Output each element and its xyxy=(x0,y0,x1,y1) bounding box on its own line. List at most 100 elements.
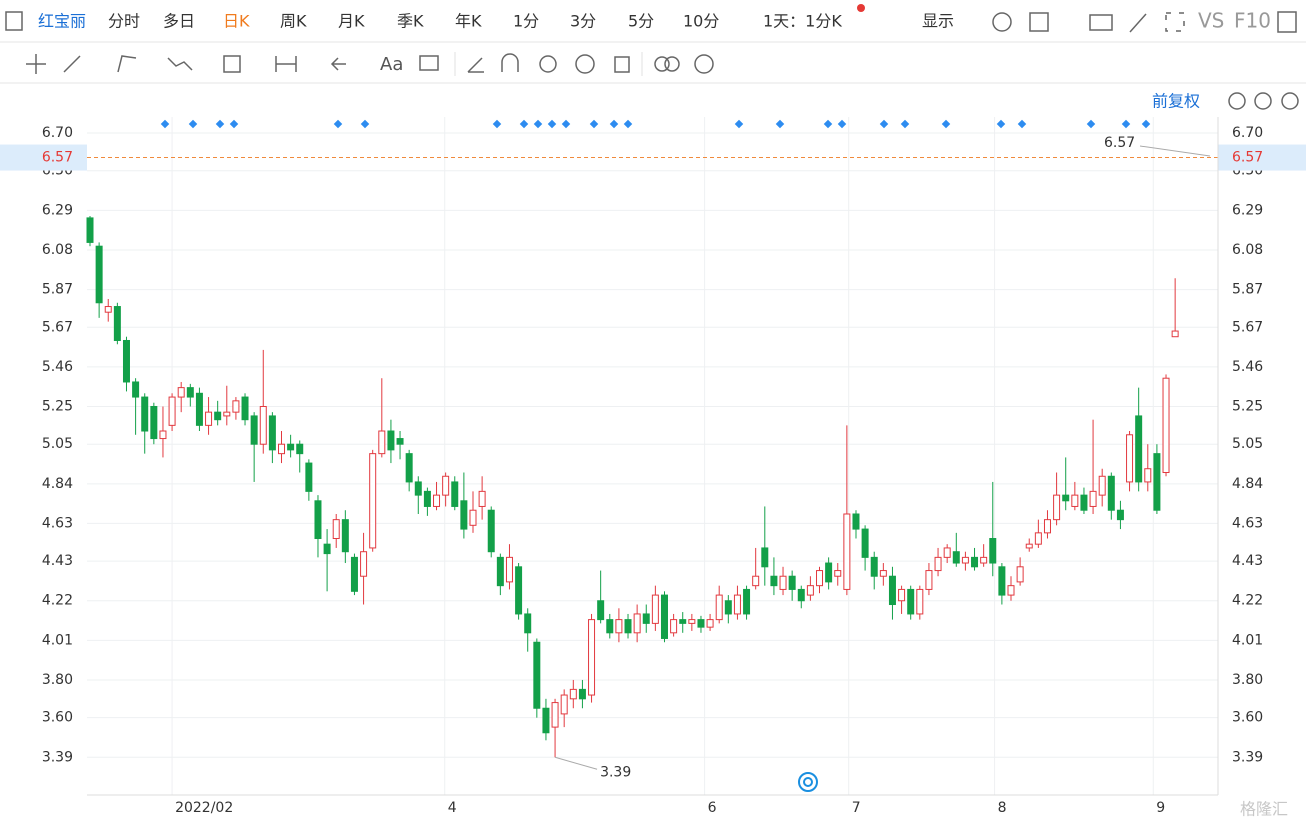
event-marker[interactable] xyxy=(492,119,502,129)
candle-body xyxy=(159,430,167,440)
period-tab[interactable]: 分时 xyxy=(108,12,140,31)
event-marker[interactable] xyxy=(160,119,170,129)
ruler-tool[interactable] xyxy=(467,57,484,73)
event-marker[interactable] xyxy=(775,119,785,129)
sync-tool[interactable] xyxy=(539,55,557,73)
adjust-mode[interactable]: 前复权 xyxy=(1152,92,1200,111)
eye-tool[interactable] xyxy=(575,54,595,74)
undo-icon[interactable] xyxy=(1228,92,1246,110)
panel-icon[interactable] xyxy=(1277,11,1297,33)
tool-settings[interactable] xyxy=(694,54,714,74)
pen-icon[interactable] xyxy=(1129,13,1147,33)
event-marker[interactable] xyxy=(589,119,599,129)
zoom-in[interactable] xyxy=(1281,92,1299,110)
event-marker[interactable] xyxy=(996,119,1006,129)
candle-body xyxy=(578,688,586,700)
y-tick-label-right: 5.05 xyxy=(1232,436,1263,452)
text-tool[interactable]: Aa xyxy=(380,54,403,75)
period-tab[interactable]: 季K xyxy=(397,12,424,31)
f10-button[interactable]: F10 xyxy=(1234,9,1271,33)
period-tab[interactable]: 多日 xyxy=(163,12,195,31)
fib-tool[interactable] xyxy=(223,55,241,73)
candle-body xyxy=(122,339,130,383)
candle-body xyxy=(925,570,933,590)
overlay-tool[interactable] xyxy=(654,56,670,72)
event-marker[interactable] xyxy=(1017,119,1027,129)
high-annotation: 6.57 xyxy=(1104,135,1135,151)
period-tab[interactable]: 日K xyxy=(223,12,250,31)
candle-body xyxy=(323,543,331,555)
camera-icon[interactable] xyxy=(1089,14,1113,31)
event-marker[interactable] xyxy=(333,119,343,129)
event-marker[interactable] xyxy=(734,119,744,129)
locate-icon[interactable] xyxy=(798,772,818,792)
range-tool[interactable] xyxy=(275,56,297,72)
candle-body xyxy=(451,481,459,507)
candle-body xyxy=(569,688,577,700)
delete-tool[interactable] xyxy=(614,56,630,73)
event-marker[interactable] xyxy=(547,119,557,129)
period-tab[interactable]: 月K xyxy=(338,12,365,31)
candle-body xyxy=(141,396,149,432)
fullscreen-icon[interactable] xyxy=(1165,12,1185,32)
arrow-tool[interactable] xyxy=(330,57,346,71)
x-tick-label: 4 xyxy=(448,800,457,816)
vs-button[interactable]: VS xyxy=(1198,9,1224,33)
overlay-tool[interactable] xyxy=(664,56,680,72)
candle-body xyxy=(387,430,395,451)
event-marker[interactable] xyxy=(1086,119,1096,129)
move-tool[interactable] xyxy=(26,54,46,74)
period-tab[interactable]: 3分 xyxy=(570,12,596,31)
event-marker[interactable] xyxy=(561,119,571,129)
candle-body xyxy=(806,585,814,596)
candle-body xyxy=(360,551,368,577)
comment-tool[interactable] xyxy=(419,55,439,71)
period-tab[interactable]: 5分 xyxy=(628,12,654,31)
stock-name[interactable]: 红宝丽 xyxy=(38,12,86,31)
candle-body xyxy=(1126,434,1134,483)
display-menu[interactable]: 显示 xyxy=(922,12,954,31)
sidebar-icon[interactable] xyxy=(5,11,23,31)
period-tab[interactable]: 10分 xyxy=(683,12,719,31)
wave-tool[interactable] xyxy=(167,57,193,71)
candle-body xyxy=(132,381,140,398)
candle-body xyxy=(442,475,450,496)
period-tab[interactable]: 年K xyxy=(455,12,482,31)
candle-body xyxy=(423,490,431,507)
candle-body xyxy=(861,528,869,558)
event-marker[interactable] xyxy=(823,119,833,129)
event-marker[interactable] xyxy=(941,119,951,129)
event-marker[interactable] xyxy=(519,119,529,129)
current-price-label: 6.57 xyxy=(1232,150,1263,166)
channel-tool[interactable] xyxy=(117,55,137,73)
candle-body xyxy=(898,588,906,602)
event-marker[interactable] xyxy=(609,119,619,129)
event-marker[interactable] xyxy=(188,119,198,129)
interval-select[interactable]: 1天：1分K xyxy=(763,12,842,31)
candle-body xyxy=(241,396,249,421)
candle-body xyxy=(624,619,632,634)
settings-icon[interactable] xyxy=(992,12,1012,32)
event-marker[interactable] xyxy=(229,119,239,129)
candle-body xyxy=(843,513,851,590)
event-marker[interactable] xyxy=(1141,119,1151,129)
event-marker[interactable] xyxy=(1121,119,1131,129)
event-marker[interactable] xyxy=(837,119,847,129)
candle-body xyxy=(433,494,441,507)
period-tab[interactable]: 1分 xyxy=(513,12,539,31)
magnet-tool[interactable] xyxy=(501,53,519,72)
event-marker[interactable] xyxy=(623,119,633,129)
zoom-out[interactable] xyxy=(1254,92,1272,110)
candle-body xyxy=(1171,330,1179,338)
event-marker[interactable] xyxy=(879,119,889,129)
event-marker[interactable] xyxy=(215,119,225,129)
line-tool[interactable] xyxy=(63,55,81,73)
event-marker[interactable] xyxy=(533,119,543,129)
box-icon[interactable] xyxy=(1029,12,1049,32)
x-tick-label: 6 xyxy=(708,800,717,816)
event-marker[interactable] xyxy=(900,119,910,129)
period-tab[interactable]: 周K xyxy=(280,12,307,31)
candle-body xyxy=(186,387,194,398)
event-marker[interactable] xyxy=(360,119,370,129)
